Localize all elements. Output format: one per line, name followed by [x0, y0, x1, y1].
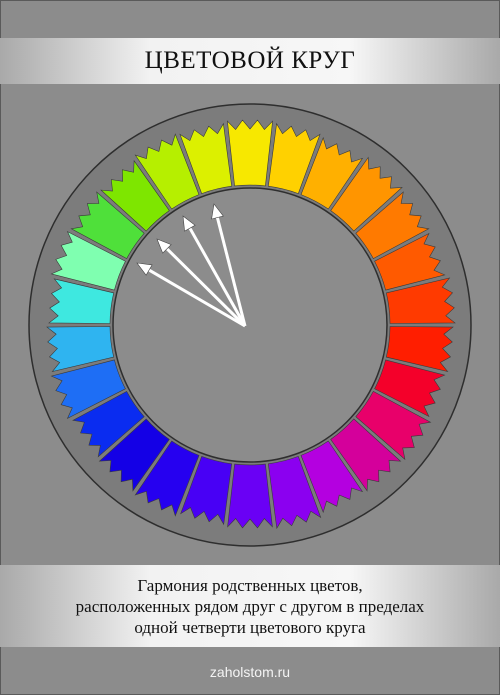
wheel-inner-circle	[112, 187, 388, 463]
arrow-head	[136, 262, 153, 276]
title-bar: ЦВЕТОВОЙ КРУГ	[0, 38, 500, 84]
wheel-segment	[330, 156, 403, 232]
wheel-segment	[355, 191, 430, 260]
wheel-segment	[50, 230, 126, 291]
wheel-segment	[300, 440, 364, 514]
page-title: ЦВЕТОВОЙ КРУГ	[144, 47, 356, 74]
wheel-segment	[72, 390, 145, 458]
arrow-head	[211, 203, 224, 220]
wheel-segment	[385, 326, 454, 372]
wheel-segment	[179, 122, 233, 194]
wheel-segment	[374, 359, 446, 418]
wheel-segment	[50, 359, 126, 420]
harmony-arrows	[136, 203, 247, 328]
arrow-shaft	[148, 268, 246, 328]
wheel-segment	[46, 326, 115, 372]
wheel-segment	[267, 456, 322, 530]
caption-line-2: расположенных рядом друг с другом в пред…	[75, 596, 425, 616]
caption-line-3: одной четверти цветового круга	[134, 617, 366, 637]
wheel-segment	[70, 191, 145, 260]
wheel-segment	[180, 456, 233, 526]
caption-bar: Гармония родственных цветов, расположенн…	[0, 565, 500, 647]
wheel-segment	[100, 159, 170, 232]
wheel-segment	[385, 277, 456, 324]
caption-line-1: Гармония родственных цветов,	[137, 575, 363, 595]
color-wheel	[28, 103, 472, 547]
wheel-segment	[98, 418, 170, 492]
wheel-segment	[48, 278, 115, 324]
wheel-segment	[374, 232, 446, 291]
arrow-shaft	[188, 227, 247, 327]
arrow-head	[182, 215, 196, 232]
wheel-segment	[267, 122, 321, 194]
wheel-segment	[227, 463, 273, 529]
wheel-segments	[46, 119, 456, 530]
wheel-segment	[355, 390, 432, 461]
wheel-segment	[134, 440, 200, 517]
site-credit: zaholstom.ru	[209, 664, 291, 680]
wheel-segment	[134, 133, 200, 210]
wheel-segment	[300, 136, 364, 210]
arrow-head	[156, 238, 172, 254]
arrow-shaft	[215, 217, 247, 327]
wheel-segment	[330, 418, 402, 492]
arrow-shaft	[165, 247, 247, 328]
wheel-segment	[227, 119, 273, 187]
